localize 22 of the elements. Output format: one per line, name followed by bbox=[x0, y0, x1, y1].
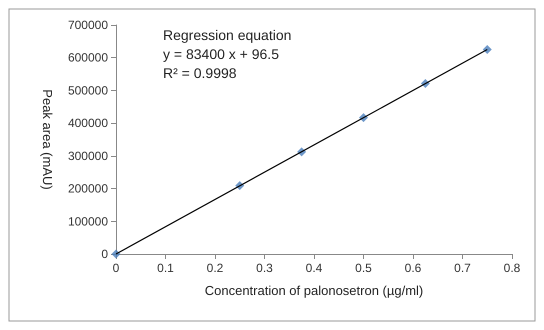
x-tick-label: 0.1 bbox=[157, 261, 174, 275]
x-tick-label: 0.4 bbox=[306, 261, 323, 275]
y-tick-label: 600000 bbox=[68, 50, 108, 65]
x-tick-label: 0.2 bbox=[206, 261, 224, 275]
annotation: R² = 0.9998 bbox=[163, 65, 237, 81]
y-tick-label: 500000 bbox=[68, 83, 108, 98]
y-axis-title: Peak area (mAU) bbox=[40, 89, 55, 190]
annotation: Regression equation bbox=[163, 27, 292, 43]
x-tick-label: 0 bbox=[112, 261, 120, 275]
y-tick-label: 100000 bbox=[68, 214, 108, 228]
annotation: y = 83400 x + 96.5 bbox=[163, 46, 280, 62]
y-tick-label: 200000 bbox=[68, 182, 108, 196]
x-tick-label: 0.3 bbox=[256, 261, 274, 275]
y-tick-label: 0 bbox=[101, 247, 108, 261]
x-tick-label: 0.5 bbox=[355, 261, 372, 275]
y-tick-label: 300000 bbox=[68, 148, 108, 163]
x-tick-label: 0.6 bbox=[404, 261, 422, 275]
x-axis-title: Concentration of palonosetron (µg/ml) bbox=[204, 283, 424, 298]
y-tick-label: 700000 bbox=[68, 18, 108, 32]
y-tick-label: 400000 bbox=[68, 116, 108, 130]
x-tick-label: 0.7 bbox=[454, 261, 472, 275]
x-tick-label: 0.8 bbox=[504, 261, 521, 275]
